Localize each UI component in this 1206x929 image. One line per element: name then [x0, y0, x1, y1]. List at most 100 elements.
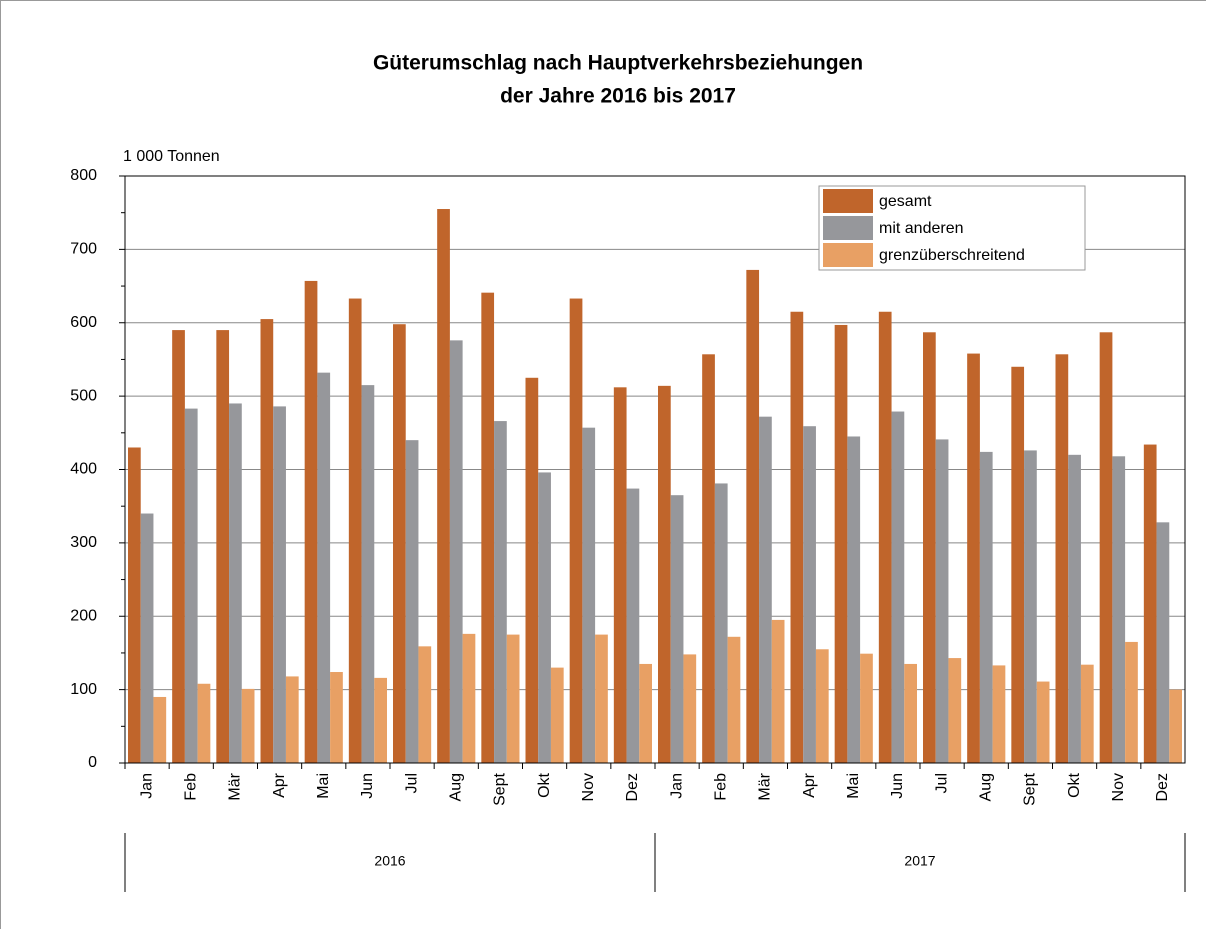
bar [1068, 454, 1081, 763]
bar [569, 298, 583, 763]
bar [197, 683, 211, 763]
x-tick-label: Jun [359, 773, 376, 799]
y-tick-label: 800 [70, 167, 97, 184]
bar [550, 667, 564, 763]
bar [184, 408, 198, 763]
bar [1143, 444, 1157, 763]
y-tick-label: 600 [70, 314, 97, 331]
bar [1080, 664, 1094, 763]
y-tick-label: 0 [88, 754, 97, 771]
bar [418, 646, 432, 763]
chart-subtitle: der Jahre 2016 bis 2017 [500, 85, 736, 108]
group-label: 2016 [374, 853, 405, 869]
bar [462, 633, 476, 763]
bar [1125, 641, 1138, 763]
x-tick-label: Feb [182, 773, 199, 801]
bar [1099, 332, 1113, 763]
group-label: 2017 [904, 853, 935, 869]
bar [595, 634, 608, 763]
bar [172, 330, 185, 763]
bar [1011, 366, 1025, 763]
x-tick-label: Aug [447, 773, 464, 801]
x-tick-label: Jul [403, 773, 420, 793]
x-tick-label: Mär [757, 772, 774, 800]
bar [1036, 681, 1050, 763]
bar [582, 427, 596, 763]
bar [746, 269, 760, 763]
bar [405, 440, 419, 763]
bar [393, 324, 406, 763]
bar [891, 411, 905, 763]
bar [979, 451, 993, 763]
bar [967, 353, 980, 763]
bar [626, 488, 640, 763]
bar [847, 436, 861, 763]
bar [506, 634, 520, 763]
bar [702, 354, 715, 763]
bar [815, 649, 829, 763]
bar [449, 340, 463, 763]
bar [727, 636, 741, 763]
bar [153, 696, 167, 763]
bar [639, 663, 652, 763]
bar [1156, 522, 1170, 763]
bar [714, 483, 728, 763]
bar [140, 513, 154, 763]
bar [525, 377, 539, 763]
legend-label: mit anderen [879, 220, 964, 237]
bar [803, 426, 816, 763]
y-tick-label: 400 [70, 461, 97, 478]
legend-swatch [823, 189, 873, 213]
x-tick-label: Nov [580, 773, 597, 801]
bar [878, 311, 892, 763]
bar [771, 619, 785, 763]
x-tick-label: Jan [138, 773, 155, 799]
x-tick-label: Apr [801, 772, 818, 798]
bar [273, 406, 286, 763]
y-tick-label: 300 [70, 534, 97, 551]
bar [481, 292, 495, 763]
y-tick-label: 500 [70, 387, 97, 404]
bar [1169, 689, 1182, 763]
x-tick-label: Mai [315, 773, 332, 799]
y-tick-label: 200 [70, 607, 97, 624]
legend-label: gesamt [879, 193, 932, 210]
bar [670, 495, 684, 763]
bar [992, 665, 1006, 763]
bar [683, 654, 697, 763]
bar [128, 447, 141, 763]
legend-swatch [823, 243, 873, 267]
bar [216, 330, 230, 763]
bar [260, 319, 274, 763]
bar [229, 403, 242, 763]
x-tick-label: Dez [624, 773, 641, 801]
bar [437, 209, 450, 764]
x-tick-label: Nov [1110, 773, 1127, 801]
x-tick-label: Apr [271, 772, 288, 798]
bar [1024, 450, 1037, 763]
y-tick-label: 100 [70, 681, 97, 698]
bar [658, 385, 671, 763]
bar [613, 387, 627, 763]
bar [860, 653, 873, 763]
x-tick-label: Sept [1022, 772, 1039, 805]
x-tick-label: Feb [712, 773, 729, 801]
bar [538, 472, 551, 763]
bar [935, 439, 949, 763]
legend-label: grenzüberschreitend [879, 247, 1025, 264]
bar [348, 298, 362, 763]
x-tick-label: Mai [845, 773, 862, 799]
bar [1112, 456, 1126, 763]
bar [904, 663, 917, 763]
bar [241, 688, 255, 763]
bar [923, 332, 936, 763]
bar [1055, 354, 1069, 763]
x-tick-label: Jan [668, 773, 685, 799]
bar [374, 677, 387, 763]
bar [834, 324, 848, 763]
y-axis-label: 1 000 Tonnen [123, 148, 220, 165]
bar [330, 672, 343, 763]
